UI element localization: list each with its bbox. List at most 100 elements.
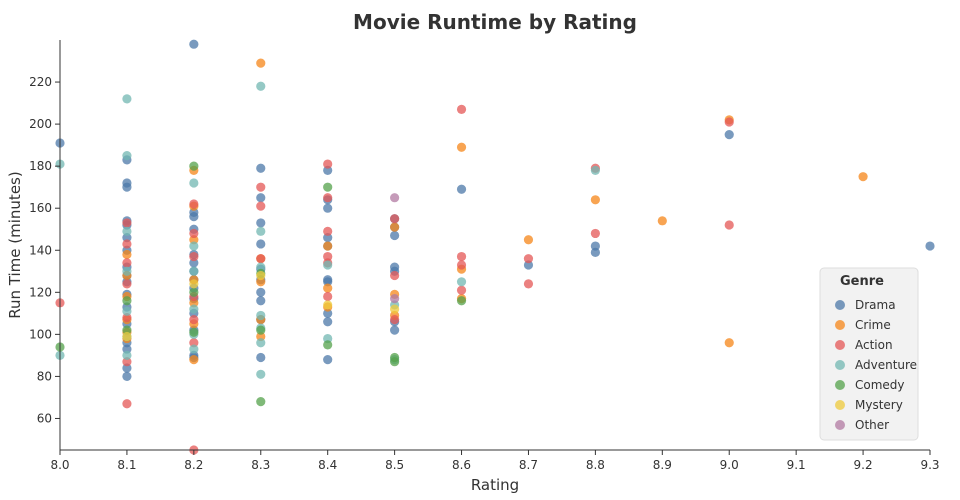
data-point-drama: [323, 277, 333, 287]
data-point-drama: [256, 352, 266, 363]
legend-swatch: [835, 320, 845, 330]
data-point-drama: [323, 165, 333, 175]
data-point-adventure: [122, 94, 132, 104]
data-point-action: [122, 279, 132, 289]
y-tick-label: 60: [37, 411, 52, 425]
x-tick-label: 9.0: [720, 458, 739, 472]
y-tick-label: 100: [29, 327, 52, 341]
data-point-drama: [256, 296, 266, 306]
data-point-comedy: [189, 161, 199, 171]
x-tick-label: 8.1: [117, 458, 136, 472]
data-point-action: [122, 312, 132, 323]
data-point-action: [189, 251, 199, 262]
data-point-comedy: [256, 397, 266, 407]
data-point-action: [724, 117, 734, 127]
data-point-drama: [323, 203, 333, 213]
data-point-adventure: [189, 266, 199, 276]
data-point-adventure: [590, 165, 600, 175]
legend-label: Other: [855, 418, 889, 432]
x-tick-label: 8.3: [251, 458, 270, 472]
legend-label: Comedy: [855, 378, 905, 392]
y-tick-label: 160: [29, 201, 52, 215]
data-point-action: [323, 226, 333, 236]
data-point-drama: [122, 182, 132, 192]
data-point-crime: [256, 277, 266, 287]
data-point-action: [189, 228, 199, 239]
data-point-crime: [256, 58, 266, 68]
legend-label: Drama: [855, 298, 896, 312]
data-point-drama: [323, 308, 333, 318]
data-point-drama: [189, 258, 199, 268]
data-point-crime: [657, 216, 667, 226]
x-tick-label: 8.7: [519, 458, 538, 472]
data-point-action: [456, 260, 467, 270]
data-point-crime: [523, 235, 534, 245]
data-point-crime: [256, 331, 266, 342]
data-point-action: [323, 193, 333, 203]
data-point-comedy: [323, 340, 333, 350]
legend-swatch: [835, 300, 845, 310]
x-tick-label: 8.8: [586, 458, 605, 472]
y-tick-label: 80: [37, 369, 52, 383]
legend-box: [819, 267, 919, 441]
data-point-drama: [523, 260, 534, 270]
data-point-adventure: [256, 369, 266, 379]
data-point-adventure: [189, 241, 199, 251]
legend: Genre Drama Crime Action Adventure Comedy Myst…: [819, 267, 919, 441]
legend-label: Action: [855, 338, 893, 352]
points-layer: [55, 39, 935, 455]
data-point-action: [390, 315, 400, 325]
x-tick-label: 9.3: [920, 458, 939, 472]
data-point-drama: [122, 363, 132, 373]
data-point-comedy: [323, 182, 333, 192]
data-point-action: [390, 214, 400, 224]
data-point-action: [456, 251, 467, 262]
data-point-action: [122, 399, 132, 409]
data-point-action: [724, 220, 734, 230]
data-point-adventure: [456, 277, 467, 287]
data-point-drama: [256, 218, 266, 228]
y-tick-label: 220: [29, 75, 52, 89]
x-tick-label: 8.5: [385, 458, 404, 472]
y-tick-label: 140: [29, 243, 52, 257]
data-point-adventure: [122, 226, 132, 236]
data-point-drama: [590, 241, 600, 251]
legend-swatch: [835, 380, 845, 390]
data-point-drama: [456, 184, 467, 194]
data-point-action: [523, 279, 534, 289]
data-point-crime: [724, 338, 734, 348]
data-point-adventure: [323, 260, 333, 270]
x-axis-label: Rating: [471, 476, 519, 494]
data-point-adventure: [256, 338, 266, 348]
data-point-other: [390, 193, 400, 203]
y-axis-ticks: 60 80 100 120 140 160 180 200 220: [29, 75, 60, 425]
x-tick-label: 8.4: [318, 458, 337, 472]
data-point-action: [189, 199, 199, 209]
data-point-action: [390, 270, 400, 281]
data-point-action: [256, 182, 266, 192]
data-point-comedy: [456, 296, 467, 306]
data-point-crime: [189, 298, 199, 308]
data-point-comedy: [256, 325, 266, 335]
x-axis-ticks: 8.0 8.1 8.2 8.3 8.4 8.5 8.6 8.7 8.8 8.9 9.0 9.1 9.2 9…: [50, 450, 940, 472]
data-point-mystery: [323, 300, 333, 310]
data-point-crime: [189, 235, 199, 245]
data-point-adventure: [122, 266, 132, 276]
x-tick-label: 8.2: [184, 458, 203, 472]
legend-label: Adventure: [855, 358, 917, 372]
data-point-action: [256, 201, 266, 211]
data-point-comedy: [122, 296, 132, 306]
legend-swatch: [835, 400, 845, 410]
data-point-crime: [390, 222, 400, 232]
data-point-adventure: [256, 262, 266, 272]
data-point-action: [590, 228, 600, 239]
chart-title: Movie Runtime by Rating: [353, 10, 637, 34]
data-point-action: [189, 338, 199, 348]
y-tick-label: 200: [29, 117, 52, 131]
data-point-drama: [590, 247, 600, 257]
data-point-action: [456, 285, 467, 295]
data-point-crime: [858, 172, 868, 182]
data-point-action: [323, 291, 333, 302]
data-point-drama: [323, 317, 333, 327]
